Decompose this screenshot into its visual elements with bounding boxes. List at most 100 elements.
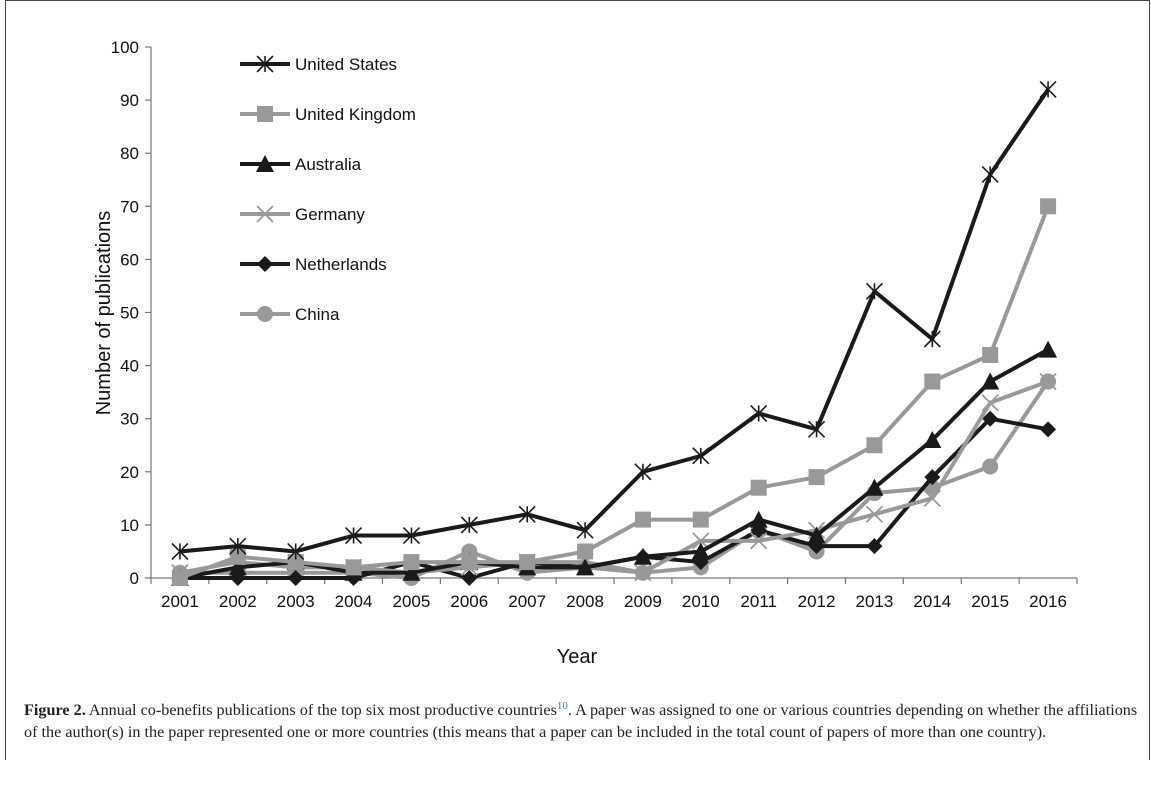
series-united-states <box>171 80 1057 561</box>
data-point <box>1040 198 1057 215</box>
data-point <box>807 526 826 544</box>
x-tick-label: 2003 <box>277 592 315 611</box>
legend-item: Netherlands <box>240 255 387 274</box>
data-point <box>634 564 652 582</box>
data-point <box>576 558 595 576</box>
data-point <box>171 570 188 586</box>
figure-label: Figure 2. <box>24 701 86 719</box>
data-point <box>924 469 941 486</box>
legend-item: Australia <box>240 155 362 174</box>
x-tick-label: 2007 <box>508 592 546 611</box>
line-chart: 0 10 20 30 40 50 60 70 80 90 100 2001 2002 2003 2004 20… <box>93 38 1078 668</box>
legend-label: United States <box>295 55 397 74</box>
y-tick-label: 70 <box>120 197 139 216</box>
x-tick-label: 2006 <box>450 592 488 611</box>
data-point <box>982 410 999 427</box>
x-tick-label: 2012 <box>798 592 836 611</box>
legend-label: China <box>295 305 340 324</box>
data-point <box>982 346 999 363</box>
figure-frame <box>5 0 1150 760</box>
data-point <box>461 554 478 571</box>
data-point <box>1039 372 1057 391</box>
data-point <box>924 373 941 390</box>
data-point <box>403 554 420 571</box>
series-line <box>179 205 1050 580</box>
data-point <box>576 521 594 539</box>
x-tick-label: 2010 <box>682 592 720 611</box>
reference-link[interactable]: 10 <box>556 700 568 712</box>
x-tick-label: 2009 <box>624 592 662 611</box>
y-tick-label: 50 <box>120 304 139 323</box>
series-line <box>179 379 1049 575</box>
data-point <box>750 532 768 550</box>
data-point <box>633 547 652 565</box>
data-point <box>866 538 883 555</box>
data-point <box>287 554 304 571</box>
y-tick-label: 20 <box>120 463 139 482</box>
figure-caption: Figure 2. Annual co-benefits publication… <box>24 695 1139 743</box>
x-axis-label: Year <box>557 646 598 668</box>
legend-label: United Kingdom <box>295 105 416 124</box>
data-point <box>287 542 305 561</box>
legend-item: Germany <box>240 205 365 224</box>
data-point <box>229 548 246 565</box>
data-point <box>287 570 304 586</box>
x-tick-label: 2011 <box>740 592 777 611</box>
data-point <box>982 458 999 475</box>
data-point <box>634 463 652 481</box>
y-tick-label: 40 <box>120 357 139 376</box>
x-tick-label: 2013 <box>856 592 894 611</box>
chart-axes: 0 10 20 30 40 50 60 70 80 90 100 2001 2002 2003 2004 20… <box>111 38 1078 611</box>
data-point <box>344 526 363 545</box>
data-point <box>981 165 999 184</box>
data-point <box>577 543 594 560</box>
data-point <box>634 511 651 528</box>
data-point <box>749 510 768 528</box>
data-point <box>1039 340 1058 358</box>
x-tick-label: 2002 <box>219 592 257 611</box>
data-point <box>866 437 883 454</box>
y-axis-label: Number of publications <box>93 211 115 416</box>
series-line <box>179 88 1050 554</box>
data-point <box>923 330 941 348</box>
legend-marker <box>257 306 273 322</box>
data-point <box>402 526 421 545</box>
chart-series <box>170 80 1058 586</box>
legend-item: China <box>240 305 340 324</box>
data-point <box>229 537 247 555</box>
data-point <box>750 404 768 422</box>
y-tick-label: 90 <box>120 91 139 110</box>
data-point <box>808 469 825 486</box>
data-point <box>460 516 478 534</box>
x-tick-label: 2016 <box>1029 592 1067 611</box>
y-tick-label: 80 <box>120 144 139 163</box>
legend-label: Germany <box>295 205 365 224</box>
x-tick-label: 2015 <box>971 592 1009 611</box>
data-point <box>519 554 536 571</box>
legend-label: Australia <box>295 155 362 174</box>
legend-marker <box>257 106 273 122</box>
data-point <box>692 532 710 550</box>
data-point <box>171 542 189 561</box>
x-tick-label: 2008 <box>566 592 604 611</box>
data-point <box>981 372 1000 390</box>
series-united-kingdom <box>171 198 1057 586</box>
data-point <box>865 478 884 496</box>
legend-item: United Kingdom <box>240 105 416 124</box>
legend-label: Netherlands <box>295 255 387 274</box>
data-point <box>750 479 767 496</box>
data-point <box>345 559 362 576</box>
legend-marker <box>256 155 274 172</box>
legend-marker <box>257 256 273 272</box>
data-point <box>518 505 536 523</box>
y-tick-label: 100 <box>111 38 139 57</box>
y-tick-label: 60 <box>120 250 139 269</box>
y-tick-label: 0 <box>130 569 139 588</box>
legend-item: United States <box>240 55 397 74</box>
data-point <box>461 570 478 586</box>
data-point <box>923 489 941 507</box>
series-line <box>179 380 1050 580</box>
data-point <box>228 558 247 576</box>
caption-text-continued: . A paper was assigned to one or various… <box>24 701 1138 741</box>
series-line <box>179 347 1050 580</box>
